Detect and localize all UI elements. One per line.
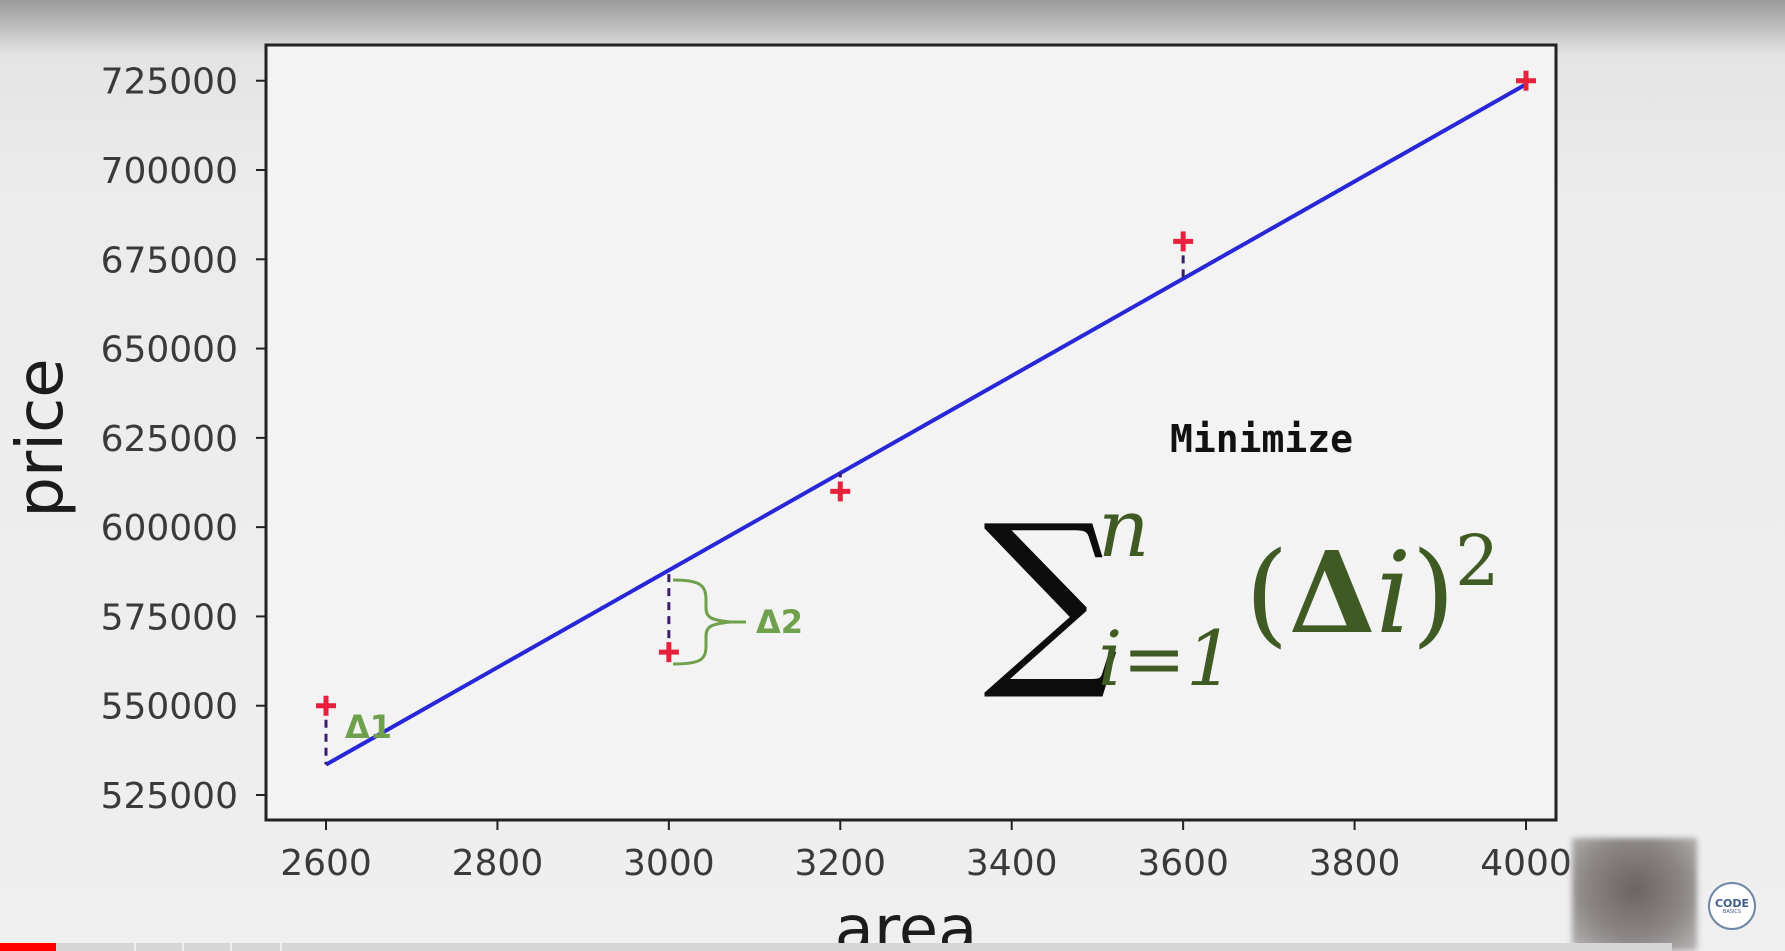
axis-ticks: 2600 2800 3000 3200 3400 3600 3800 4000 525000 55… [101,62,1572,884]
y-tick-label: 675000 [101,240,238,281]
open-paren: ( [1245,529,1289,659]
summation-upper-limit: n [1098,482,1150,575]
delta-2-label: Δ2 [756,603,803,641]
y-tick-label: 550000 [101,687,238,728]
blurred-presenter-thumbnail [1572,838,1697,951]
minimize-label: Minimize [1170,417,1353,461]
data-points [316,70,1536,716]
delta-symbol: Δ [1289,528,1376,659]
y-tick-label: 525000 [101,776,238,817]
progress-segment [56,943,134,951]
progress-segment [282,943,1672,951]
x-tick-label: 2800 [452,843,544,884]
progress-segment [232,943,280,951]
x-tick-label: 3600 [1137,843,1229,884]
progress-segment [136,943,182,951]
y-tick-label: 700000 [101,151,238,192]
data-point [830,481,851,502]
y-tick-label: 650000 [101,330,238,371]
data-point [316,695,336,716]
data-point [1516,70,1536,91]
regression-line [325,82,1527,767]
x-axis-title: area [835,893,978,951]
x-tick-label: 3000 [623,843,715,884]
y-tick-label: 625000 [101,419,238,460]
x-tick-label: 4000 [1480,843,1572,884]
index-i: i [1376,529,1412,659]
x-tick-label: 3400 [966,843,1058,884]
close-paren: ) [1411,529,1455,659]
channel-logo[interactable]: CODE BASICS [1708,882,1756,930]
regression-line-group [325,82,1527,767]
summation-lower-limit: i=1 [1098,614,1234,703]
plot-frame [264,43,1558,822]
logo-main-text: CODE [1714,896,1750,910]
x-tick-label: 2600 [280,843,372,884]
squared-delta-term: (Δi) [1245,528,1455,659]
y-tick-label: 575000 [101,597,238,638]
logo-sub-text: BASICS [1722,908,1742,915]
y-axis-title: price [4,358,78,517]
data-point [658,642,679,663]
y-tick-label: 725000 [101,62,238,103]
exponent-two: 2 [1455,520,1500,602]
x-tick-label: 3200 [794,843,886,884]
x-tick-label: 3800 [1309,843,1401,884]
progress-segment [184,943,230,951]
progress-played [0,943,56,951]
delta-1-label: Δ1 [345,708,392,746]
summation-sign: ∑ [983,484,1119,705]
lower-limit-text: i=1 [1098,614,1234,703]
y-tick-label: 600000 [101,508,238,549]
video-progress-bar[interactable] [0,943,1785,951]
data-point [1173,231,1194,252]
